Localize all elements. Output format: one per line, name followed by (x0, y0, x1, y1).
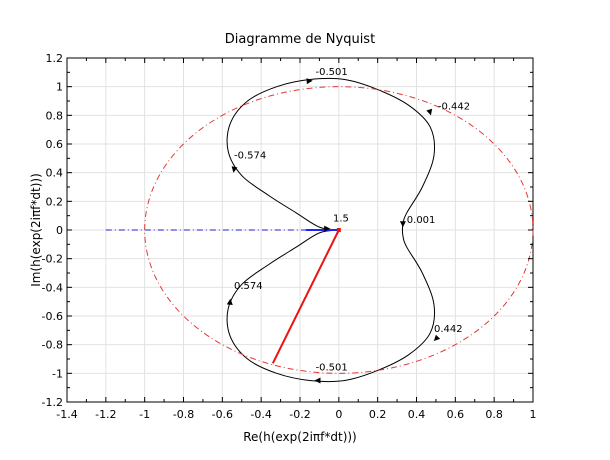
direction-arrow (324, 225, 331, 232)
y-tick-label: 0.8 (46, 109, 64, 122)
x-tick-label: 0.4 (408, 408, 426, 421)
frequency-annotation: 0.001 (407, 215, 436, 226)
frequency-annotation: -0.442 (438, 102, 470, 113)
y-tick-label: -1 (52, 367, 63, 380)
frequency-annotation: -0.501 (316, 362, 348, 373)
x-tick-label: 0.2 (369, 408, 387, 421)
x-tick-label: -1 (139, 408, 150, 421)
tick-layer: -1.4 -1.2 -1 -0.8 -0.6 -0.4 -0.2 0 0.2 0.4 0.6 0.8 1… (42, 52, 537, 421)
y-tick-label: 1.2 (46, 52, 64, 65)
y-tick-label: 0.4 (46, 167, 64, 180)
y-tick-label: 1 (56, 81, 63, 94)
frequency-annotation: 0.574 (234, 281, 263, 292)
x-tick-label: 1 (530, 408, 537, 421)
x-tick-label: 0.8 (485, 408, 503, 421)
segment-series-4 (271, 229, 340, 364)
y-tick-label: -1.2 (42, 396, 63, 409)
frequency-annotation: 0.442 (434, 324, 463, 335)
y-tick-label: -0.2 (42, 253, 63, 266)
x-tick-label: -0.4 (250, 408, 271, 421)
frequency-annotation: 1.5 (333, 213, 349, 224)
y-tick-label: -0.6 (42, 310, 63, 323)
x-axis-title: Re(h(exp(2iπf*dt))) (243, 430, 357, 444)
direction-arrow (306, 78, 313, 85)
origin-marker (336, 228, 341, 232)
chart-title: Diagramme de Nyquist (225, 32, 375, 47)
direction-arrow (314, 377, 321, 384)
x-tick-label: -1.4 (56, 408, 77, 421)
frequency-annotation: -0.574 (234, 150, 266, 161)
x-tick-label: -0.8 (173, 408, 194, 421)
direction-arrow (231, 166, 238, 173)
direction-arrow (433, 334, 441, 342)
x-tick-label: 0 (335, 408, 342, 421)
x-tick-label: -0.6 (212, 408, 233, 421)
y-tick-label: -0.8 (42, 339, 63, 352)
x-tick-label: 0.6 (447, 408, 465, 421)
y-axis-title: Im(h(exp(2iπf*dt))) (29, 173, 43, 287)
direction-arrow (426, 108, 433, 116)
annotation-layer: -0.501 -0.442 -0.574 1.5 0.001 0.574 0.442 -0.5… (234, 67, 470, 373)
nyquist-curve-series (226, 77, 436, 383)
x-tick-label: -0.2 (289, 408, 310, 421)
direction-arrow (226, 298, 233, 305)
y-tick-label: -0.4 (42, 281, 63, 294)
frequency-annotation: -0.501 (316, 67, 348, 78)
x-tick-label: -1.2 (95, 408, 116, 421)
y-tick-label: 0.6 (46, 138, 64, 151)
direction-arrow (399, 221, 406, 228)
y-tick-label: 0 (56, 224, 63, 237)
y-tick-label: 0.2 (46, 195, 64, 208)
